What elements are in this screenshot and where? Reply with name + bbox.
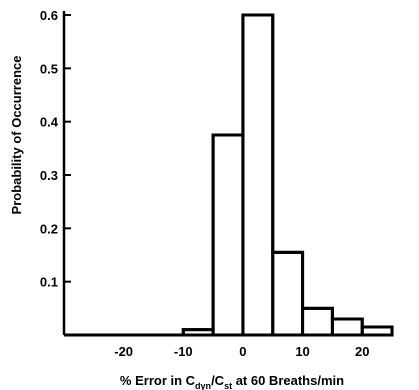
y-axis-title: Probability of Occurrence bbox=[9, 56, 24, 215]
x-tick-label: 10 bbox=[295, 344, 309, 359]
histogram-bar bbox=[211, 133, 245, 337]
x-axis-title-sub-dyn: dyn bbox=[195, 381, 211, 390]
x-tick-label: 0 bbox=[239, 344, 246, 359]
histogram-bar bbox=[271, 250, 305, 337]
y-axis-title-text: Probability of Occurrence bbox=[9, 56, 24, 215]
histogram-bins bbox=[181, 13, 394, 337]
x-tick-label: -20 bbox=[114, 344, 133, 359]
y-tick-label: 0.1 bbox=[40, 275, 58, 290]
histogram-bar bbox=[181, 328, 215, 337]
y-tick-label: 0.5 bbox=[40, 61, 58, 76]
y-tick-label: 0.4 bbox=[40, 115, 59, 130]
histogram-bar bbox=[301, 306, 334, 337]
x-axis-title-prefix: % Error in C bbox=[120, 373, 196, 388]
y-tick-label: 0.3 bbox=[40, 168, 58, 183]
histogram-bar bbox=[330, 317, 364, 337]
x-axis-title-sub-st: st bbox=[224, 381, 232, 390]
y-tick-label: 0.6 bbox=[40, 8, 58, 23]
x-tick-label: -10 bbox=[174, 344, 193, 359]
y-tick-label: 0.2 bbox=[40, 221, 58, 236]
x-ticks: -20 -10 0 10 20 bbox=[114, 344, 369, 359]
x-axis-title-slash: /C bbox=[211, 373, 225, 388]
x-axis-title: % Error in Cdyn/Cst at 60 Breaths/min bbox=[120, 373, 344, 390]
x-axis-title-suffix: at 60 Breaths/min bbox=[232, 373, 344, 388]
histogram-bar bbox=[241, 13, 275, 337]
histogram-outline bbox=[64, 13, 394, 337]
x-tick-label: 20 bbox=[355, 344, 369, 359]
histogram-bar bbox=[360, 325, 394, 337]
y-ticks: 0.1 0.2 0.3 0.4 0.5 0.6 bbox=[40, 8, 71, 290]
plot-area: 0.1 0.2 0.3 0.4 0.5 0.6 -20 -10 0 10 20 bbox=[40, 8, 394, 359]
